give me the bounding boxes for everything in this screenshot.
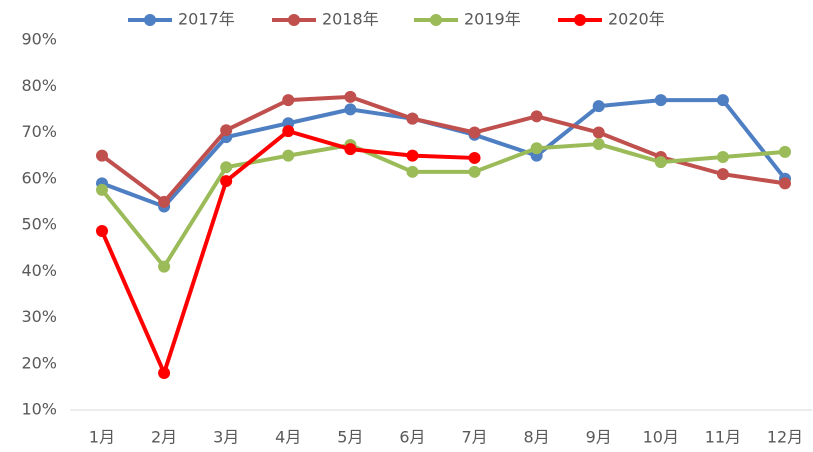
y-tick-label: 20%: [21, 353, 57, 372]
point: [716, 168, 729, 181]
series-line: [100, 129, 475, 375]
point: [220, 161, 233, 174]
x-tick-label: 3月: [213, 428, 239, 447]
point: [592, 138, 605, 151]
y-tick-label: 10%: [21, 400, 57, 419]
y-tick-label: 50%: [21, 215, 57, 234]
point: [468, 126, 481, 139]
point: [344, 103, 357, 116]
point: [530, 110, 543, 123]
point: [220, 175, 233, 188]
x-tick-label: 8月: [524, 428, 550, 447]
y-tick-label: 70%: [21, 122, 57, 141]
point: [344, 90, 357, 103]
point: [592, 126, 605, 139]
x-tick-label: 7月: [461, 428, 487, 447]
point: [344, 143, 357, 156]
legend-marker: [144, 14, 156, 26]
point: [468, 165, 481, 178]
x-tick-label: 12月: [767, 428, 803, 447]
x-tick-label: 1月: [89, 428, 115, 447]
point: [406, 149, 419, 162]
legend-label: 2019年: [464, 10, 521, 29]
point: [282, 94, 295, 107]
x-tick-label: 2月: [151, 428, 177, 447]
series-line: [100, 94, 786, 204]
point: [220, 124, 233, 137]
point: [158, 195, 171, 208]
point: [96, 183, 108, 196]
legend-marker: [574, 14, 586, 26]
x-tick-label: 5月: [337, 428, 363, 447]
point: [282, 149, 295, 162]
point: [158, 367, 171, 379]
point: [96, 149, 108, 162]
point: [779, 177, 791, 190]
x-tick-label: 11月: [705, 428, 741, 447]
point: [406, 165, 419, 178]
point: [654, 94, 667, 107]
y-tick-label: 80%: [21, 76, 57, 95]
legend-label: 2020年: [608, 10, 665, 29]
point: [158, 260, 171, 273]
point: [592, 100, 605, 113]
legend-marker: [430, 14, 442, 26]
point: [716, 94, 729, 107]
x-tick-label: 4月: [275, 428, 301, 447]
x-tick-label: 9月: [586, 428, 612, 447]
point: [654, 156, 667, 169]
point: [282, 125, 295, 138]
y-tick-label: 30%: [21, 307, 57, 326]
x-tick-label: 10月: [643, 428, 679, 447]
series-line: [100, 142, 786, 269]
point: [468, 151, 481, 164]
point: [406, 112, 419, 125]
y-tick-label: 40%: [21, 261, 57, 280]
legend-marker: [288, 14, 300, 26]
point: [779, 145, 791, 158]
legend-label: 2018年: [322, 10, 379, 29]
point: [96, 225, 108, 238]
x-tick-label: 6月: [399, 428, 425, 447]
point: [530, 142, 543, 155]
y-tick-label: 90%: [21, 30, 57, 49]
legend-label: 2017年: [178, 10, 235, 29]
y-tick-label: 60%: [21, 168, 57, 187]
point: [716, 151, 729, 164]
